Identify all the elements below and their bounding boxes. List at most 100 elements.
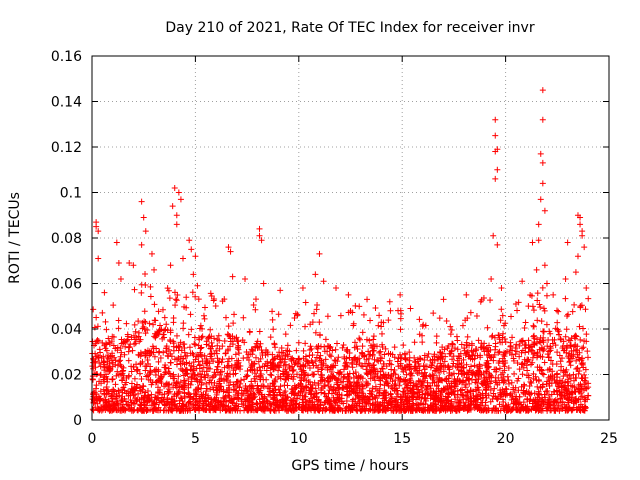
data-point: [314, 349, 321, 356]
data-point: [549, 361, 556, 368]
data-point: [113, 372, 120, 379]
data-point: [208, 350, 215, 357]
data-point: [180, 320, 187, 327]
data-point: [152, 334, 159, 341]
data-point: [280, 371, 287, 378]
y-tick-label: 0: [73, 413, 82, 429]
data-point: [387, 307, 394, 314]
data-point: [188, 326, 195, 333]
data-point: [269, 351, 276, 358]
data-point: [334, 381, 341, 388]
data-point: [124, 331, 131, 338]
data-point: [246, 328, 253, 335]
data-point: [282, 366, 289, 373]
data-point: [501, 363, 508, 370]
data-point: [509, 334, 516, 341]
data-point: [125, 357, 132, 364]
data-point: [380, 319, 387, 326]
data-point: [152, 317, 159, 324]
data-point: [538, 407, 545, 414]
data-point: [528, 390, 535, 397]
data-point: [151, 400, 158, 407]
data-point: [155, 368, 162, 375]
data-point: [112, 402, 119, 409]
data-point: [256, 364, 263, 371]
data-point: [520, 389, 527, 396]
data-point: [562, 379, 569, 386]
data-point: [395, 355, 402, 362]
data-point: [569, 308, 576, 315]
data-point: [257, 405, 264, 412]
data-point: [333, 376, 340, 383]
data-point: [468, 376, 475, 383]
data-point: [422, 400, 429, 407]
data-point: [184, 367, 191, 374]
data-point: [277, 356, 284, 363]
data-point: [501, 378, 508, 385]
data-point: [530, 307, 537, 314]
data-point: [397, 396, 404, 403]
data-point: [466, 406, 473, 413]
data-point: [467, 355, 474, 362]
data-point: [557, 399, 564, 406]
data-point: [545, 392, 552, 399]
data-point: [142, 228, 149, 235]
data-point: [201, 304, 208, 311]
data-point: [249, 396, 256, 403]
data-point: [261, 363, 268, 370]
data-point: [238, 377, 245, 384]
data-point: [146, 371, 153, 378]
data-point: [490, 357, 497, 364]
data-point: [112, 361, 119, 368]
data-point: [214, 369, 221, 376]
data-point: [136, 329, 143, 336]
data-point: [581, 371, 588, 378]
data-point: [208, 292, 215, 299]
data-point: [165, 353, 172, 360]
data-point: [331, 357, 338, 364]
data-point: [545, 398, 552, 405]
data-point: [505, 401, 512, 408]
data-point: [175, 373, 182, 380]
data-point: [207, 326, 214, 333]
data-point: [519, 278, 526, 285]
data-point: [180, 378, 187, 385]
data-point: [350, 396, 357, 403]
data-point: [472, 372, 479, 379]
data-point: [401, 405, 408, 412]
data-point: [309, 359, 316, 366]
data-point: [179, 255, 186, 262]
data-point: [579, 355, 586, 362]
data-point: [307, 343, 314, 350]
data-point: [225, 331, 232, 338]
data-point: [538, 318, 545, 325]
data-point: [564, 371, 571, 378]
data-point: [114, 347, 121, 354]
data-point: [252, 296, 259, 303]
data-point: [416, 355, 423, 362]
data-point: [543, 280, 550, 287]
data-point: [275, 363, 282, 370]
data-point: [460, 378, 467, 385]
data-point: [447, 402, 454, 409]
data-point: [259, 351, 266, 358]
data-point: [194, 384, 201, 391]
data-point: [282, 331, 289, 338]
data-point: [567, 342, 574, 349]
data-point: [564, 379, 571, 386]
data-point: [373, 343, 380, 350]
data-point: [473, 387, 480, 394]
data-point: [541, 401, 548, 408]
y-tick-label: 0.06: [51, 277, 82, 293]
data-point: [114, 362, 121, 369]
data-point: [555, 331, 562, 338]
data-point: [563, 403, 570, 410]
data-point: [216, 337, 223, 344]
data-point: [433, 333, 440, 340]
y-tick-label: 0.04: [51, 322, 82, 338]
data-point: [210, 358, 217, 365]
data-point: [215, 359, 222, 366]
data-point: [539, 159, 546, 166]
data-point: [513, 401, 520, 408]
data-point: [398, 365, 405, 372]
